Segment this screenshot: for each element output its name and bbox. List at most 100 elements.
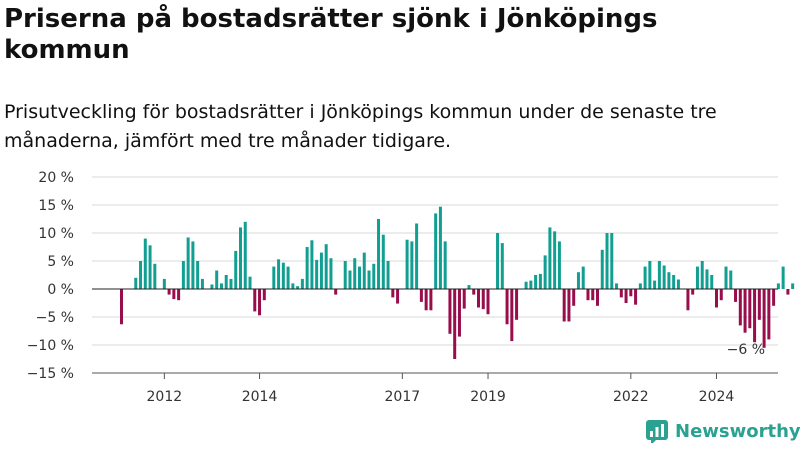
last-value-label: −6 % [727,342,765,358]
bar [791,283,795,289]
bar [377,219,381,289]
bar [572,289,576,306]
bar [181,261,185,289]
bar [262,289,266,301]
bar [700,261,704,289]
bar [548,227,552,289]
bar [715,289,718,308]
bar [581,266,585,289]
bar [239,227,242,289]
bar [591,289,595,301]
bar [515,289,519,320]
bar [272,266,276,289]
bar [148,245,152,289]
bar [358,266,361,289]
bar [767,289,771,340]
bar [562,289,566,322]
bar [600,249,604,289]
bar [343,261,347,289]
x-tick-label: 2022 [613,389,649,405]
bar [615,283,619,289]
bar [258,289,262,316]
bar [362,252,366,289]
x-tick-label: 2014 [242,389,278,405]
bar [786,289,790,295]
x-tick-label: 2017 [385,389,421,405]
bar [724,266,728,289]
bar [448,289,452,334]
bar [229,278,233,289]
bar [472,289,476,295]
bar [177,289,181,301]
bar [496,233,500,289]
bar [672,275,676,289]
bar [353,258,357,289]
bar [200,278,204,289]
bar [224,275,228,289]
bar [776,283,780,289]
bar [467,285,471,289]
bar [305,247,309,289]
bar [729,270,733,289]
bar [576,272,580,289]
bar [300,278,304,289]
bar [186,237,190,289]
bar [624,289,628,303]
newsworthy-logo-icon [646,420,668,443]
bar [596,289,599,306]
bar [443,241,447,289]
bar [477,289,480,308]
newsworthy-logo: Newsworthy [645,419,800,443]
y-axis-ticks: 20 % 15 % 10 % 5 % 0 % −5 % −10 % −15 % [27,170,74,382]
bar [172,289,176,300]
bar [643,266,647,289]
bar [538,273,542,289]
bar [453,289,457,359]
bar [505,289,509,325]
bar [719,289,723,301]
bar [486,289,490,315]
bar [281,262,285,289]
bar [648,261,652,289]
y-tick-label: 15 % [38,198,74,214]
bar [277,259,281,289]
bar [738,289,742,326]
bar [438,206,442,289]
chart-title: Priserna på bostadsrätter sjönk i Jönköp… [4,4,658,65]
bar [557,241,561,289]
bar [429,289,433,311]
x-tick-label: 2024 [699,389,735,405]
bar [762,289,766,348]
bar [686,289,690,311]
bar [781,266,785,289]
bar [510,289,514,342]
bar [329,258,333,289]
y-tick-label: −15 % [27,366,74,382]
bar [410,241,414,289]
bar [553,231,557,289]
bar [367,270,371,289]
bar [667,272,671,289]
bar [253,289,257,312]
bar [386,261,390,289]
bar [705,269,709,289]
bar [691,289,695,295]
brand-name: Newsworthy [675,420,800,442]
bar [381,234,385,289]
bars [120,206,795,359]
bar [634,289,638,305]
bar [291,283,295,289]
y-tick-label: 0 % [47,282,74,298]
y-tick-label: −10 % [27,338,74,354]
bar [457,289,461,337]
bar [662,265,666,289]
y-tick-label: 20 % [38,170,74,186]
y-tick-label: −5 % [36,310,74,326]
bar [162,278,166,289]
bar [196,261,200,289]
bar [391,289,395,298]
bar [734,289,738,302]
x-tick-label: 2012 [147,389,183,405]
bar [243,221,247,289]
